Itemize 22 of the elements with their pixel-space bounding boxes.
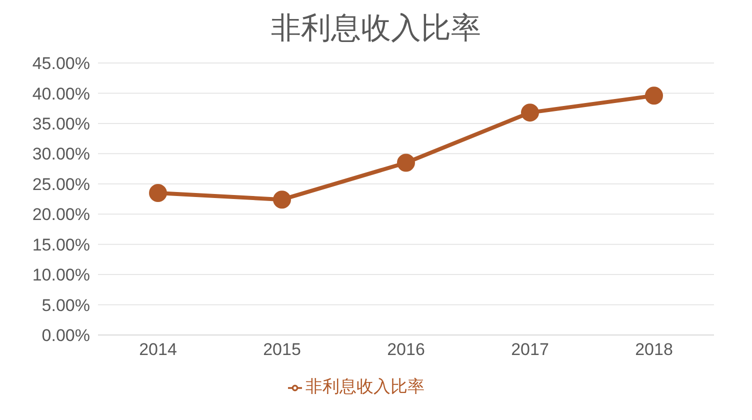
x-tick-label: 2014 [139, 340, 177, 360]
point [397, 154, 415, 172]
y-tick-label: 0.00% [42, 326, 90, 346]
chart-title: 非利息收入比率 [270, 11, 482, 47]
y-tick-label: 10.00% [32, 266, 90, 285]
x-tick-label: 2016 [387, 340, 425, 360]
y-tick-label: 30.00% [32, 144, 90, 164]
point [521, 104, 539, 122]
y-tick-label: 5.00% [42, 296, 90, 315]
y-tick-label: 25.00% [32, 174, 90, 194]
y-tick-label: 45.00% [32, 54, 90, 74]
x-tick-label: 2018 [635, 340, 673, 360]
y-tick-label: 20.00% [32, 205, 90, 224]
y-tick-label: 35.00% [32, 114, 90, 134]
y-tick-label: 15.00% [32, 235, 90, 254]
legend-label: 非利息收入比率 [306, 377, 424, 396]
x-tick-label: 2015 [263, 340, 301, 360]
point [273, 190, 291, 209]
y-tick-label: 40.00% [32, 84, 90, 104]
point [149, 184, 167, 202]
x-tick-label: 2017 [511, 340, 549, 360]
point [645, 86, 663, 105]
